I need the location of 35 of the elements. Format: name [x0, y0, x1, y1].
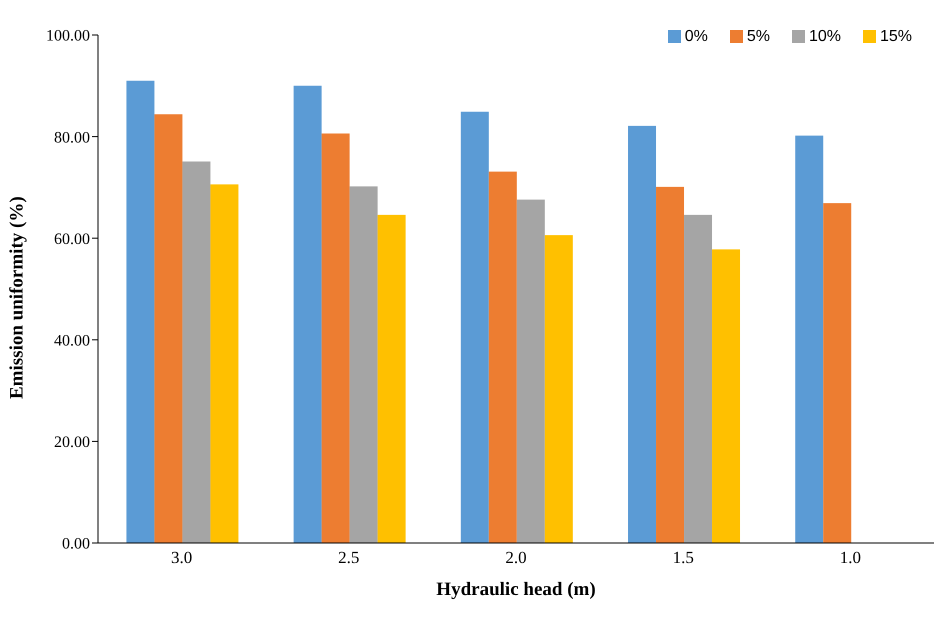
x-tick-label: 1.5 — [672, 548, 694, 568]
bar — [488, 172, 517, 543]
bar — [322, 134, 350, 543]
y-tick-label: 40.00 — [54, 332, 90, 350]
legend-label: 15% — [880, 28, 912, 45]
y-tick-label: 20.00 — [54, 434, 90, 452]
y-axis-title: Emission uniformity (%) — [6, 196, 28, 399]
x-tick-label: 2.0 — [505, 548, 527, 568]
bar — [544, 235, 573, 543]
y-tick-label: 60.00 — [54, 230, 90, 248]
bar — [378, 214, 406, 543]
y-tick-label: 0.00 — [62, 536, 90, 553]
bar — [684, 214, 712, 543]
bar — [795, 136, 824, 543]
bar — [516, 200, 545, 543]
bar — [210, 184, 238, 543]
bar — [460, 112, 489, 543]
x-tick-label: 2.5 — [338, 548, 360, 568]
bar — [656, 186, 684, 543]
bar — [823, 203, 852, 543]
bar — [182, 161, 210, 543]
x-tick-label: 1.0 — [840, 548, 862, 568]
x-tick-label: 3.0 — [170, 548, 192, 568]
bar — [294, 86, 322, 543]
bar — [350, 186, 378, 543]
legend-label: 10% — [808, 28, 841, 45]
bar — [126, 80, 154, 543]
y-tick-label: 80.00 — [54, 129, 90, 146]
bar — [712, 249, 740, 543]
bar — [154, 114, 182, 543]
x-axis-title: Hydraulic head (m) — [436, 579, 596, 600]
y-tick-label: 100.00 — [46, 28, 90, 45]
legend-label: 5% — [746, 28, 770, 45]
bar — [628, 126, 656, 543]
legend-label: 0% — [684, 28, 708, 45]
